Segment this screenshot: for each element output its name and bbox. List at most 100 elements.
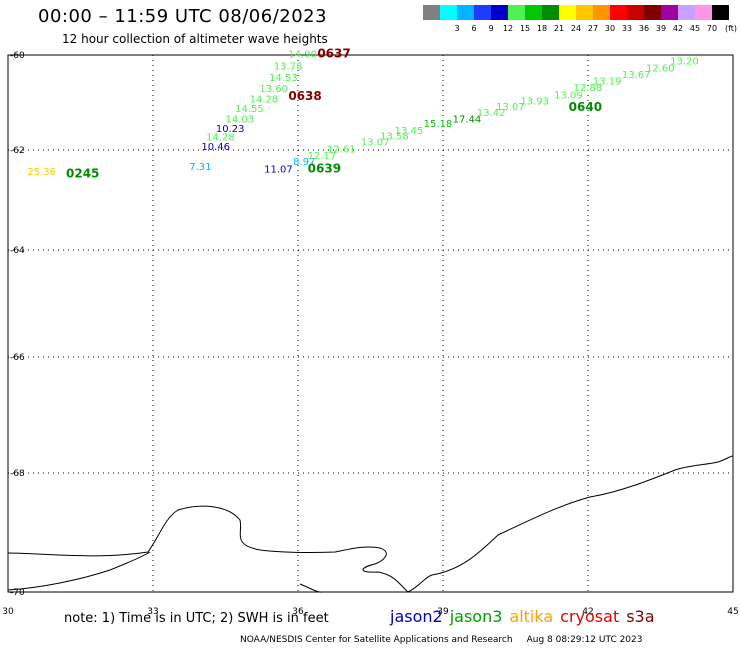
colorbar-label: 6 [471, 24, 477, 33]
observation-layer: 14.9013.7814.5313.6014.2814.5514.0310.23… [27, 49, 698, 178]
colorbar-label: 18 [536, 24, 548, 33]
latitude-tick-label: -62 [10, 146, 25, 156]
legend-s3a: s3a [626, 607, 655, 626]
pass-time-label: 0639 [308, 162, 341, 176]
credit-text: NOAA/NESDIS Center for Satellite Applica… [240, 635, 513, 645]
colorbar-swatch [491, 5, 508, 20]
wave-height-value: 17.44 [453, 114, 482, 125]
wave-height-value: 13.07 [361, 137, 390, 148]
colorbar-swatch [508, 5, 525, 20]
wave-height-value: 13.60 [259, 84, 288, 95]
colorbar-swatch [440, 5, 457, 20]
pass-time-label: 0638 [288, 89, 321, 103]
wave-height-value: 12.88 [574, 83, 603, 94]
colorbar-swatch [644, 5, 661, 20]
colorbar-label: 36 [638, 24, 650, 33]
colorbar-label: 39 [655, 24, 667, 33]
longitude-tick-label: 39 [437, 607, 449, 617]
pass-time-label: 0640 [569, 100, 602, 114]
longitude-tick-label: 45 [727, 607, 738, 617]
wave-height-value: 14.55 [235, 104, 264, 115]
legend-altika: altika [509, 607, 554, 626]
colorbar-swatch [423, 5, 440, 20]
wave-height-value: 13.67 [622, 70, 651, 81]
latitude-tick-label: -66 [10, 353, 25, 363]
longitude-tick-label: 36 [292, 607, 304, 617]
wave-height-value: 13.20 [670, 57, 699, 68]
colorbar-label: 12 [502, 24, 514, 33]
latitude-tick-label: -60 [10, 51, 25, 61]
colorbar-label: 42 [672, 24, 684, 33]
wave-height-value: 12.17 [308, 151, 337, 162]
colorbar-label: 15 [519, 24, 531, 33]
legend-jason2: jason2 [390, 607, 443, 626]
wave-height-value: 15.18 [424, 119, 453, 130]
antarctic-coastline [7, 455, 734, 593]
timestamp-text: Aug 8 08:29:12 UTC 2023 [526, 635, 643, 645]
axis-labels: 30 33 36 39 42 45 -60 -62 -64 -66 -68 -70 [2, 51, 738, 617]
colorbar-label: 30 [604, 24, 616, 33]
wave-height-value: 13.19 [593, 76, 622, 87]
colorbar-swatch [542, 5, 559, 20]
wave-height-value: 13.09 [554, 91, 583, 102]
wave-height-value: 10.46 [201, 142, 230, 153]
wave-height-value: 11.07 [264, 165, 293, 176]
wave-height-value: 7.31 [189, 162, 211, 173]
longitude-tick-label: 33 [147, 607, 158, 617]
legend-cryosat: cryosat [560, 607, 620, 626]
pass-time-layer: 0637 0638 0639 0640 0245 [66, 46, 602, 180]
colorbar-label: 45 [689, 24, 701, 33]
wave-height-value: 14.28 [250, 95, 279, 106]
map-title: 00:00 – 11:59 UTC 08/06/2023 [38, 6, 328, 27]
wave-height-value: 14.90 [288, 49, 317, 60]
coastline-fragment [299, 583, 323, 593]
wave-height-value: 10.23 [216, 124, 245, 135]
satellite-legend: jason2 jason3 altika cryosat s3a [390, 607, 662, 626]
colorbar-label: 9 [488, 24, 494, 33]
graticule [8, 55, 733, 592]
colorbar-swatch [576, 5, 593, 20]
longitude-tick-label: 30 [2, 607, 14, 617]
wave-height-value: 12.61 [327, 145, 356, 156]
wave-height-value: 14.03 [226, 114, 255, 125]
wave-height-value: 25.36 [27, 167, 56, 178]
wave-height-value: 13.45 [395, 126, 424, 137]
colorbar-unit: (ft) [724, 24, 738, 33]
map-frame [7, 54, 734, 593]
coastline-west [7, 551, 151, 591]
colorbar-swatch [627, 5, 644, 20]
wave-height-value: 8.97 [293, 157, 315, 168]
colorbar-swatch [457, 5, 474, 20]
wave-height-value: 14.53 [269, 73, 298, 84]
colorbar-swatch [712, 5, 729, 20]
colorbar-swatch [474, 5, 491, 20]
colorbar-swatch [661, 5, 678, 20]
colorbar-swatch [593, 5, 610, 20]
colorbar-label: 27 [587, 24, 599, 33]
wave-height-value: 13.93 [520, 96, 549, 107]
legend-jason3: jason3 [449, 607, 503, 626]
wave-height-value: 12.60 [646, 64, 675, 75]
colorbar-label: 24 [570, 24, 582, 33]
colorbar-label: 21 [553, 24, 565, 33]
map-subtitle: 12 hour collection of altimeter wave hei… [62, 32, 328, 46]
colorbar-label: 3 [454, 24, 460, 33]
wave-height-value: 13.58 [380, 132, 409, 143]
colorbar-swatch [559, 5, 576, 20]
colorbar-label: 33 [621, 24, 633, 33]
pass-time-label: 0245 [66, 167, 99, 181]
latitude-tick-label: -70 [10, 588, 25, 598]
units-note: note: 1) Time is in UTC; 2) SWH is in fe… [64, 611, 329, 626]
wave-height-value: 14.28 [206, 133, 235, 144]
wave-height-value: 13.07 [496, 102, 525, 113]
colorbar-swatch [610, 5, 627, 20]
pass-time-label: 0637 [317, 46, 350, 60]
colorbar-swatch [678, 5, 695, 20]
wave-height-value: 13.78 [274, 61, 303, 72]
longitude-tick-label: 42 [582, 607, 593, 617]
footer: NOAA/NESDIS Center for Satellite Applica… [240, 635, 643, 645]
colorbar-swatch [695, 5, 712, 20]
wave-height-value: 13.42 [477, 108, 506, 119]
colorbar-swatch [525, 5, 542, 20]
